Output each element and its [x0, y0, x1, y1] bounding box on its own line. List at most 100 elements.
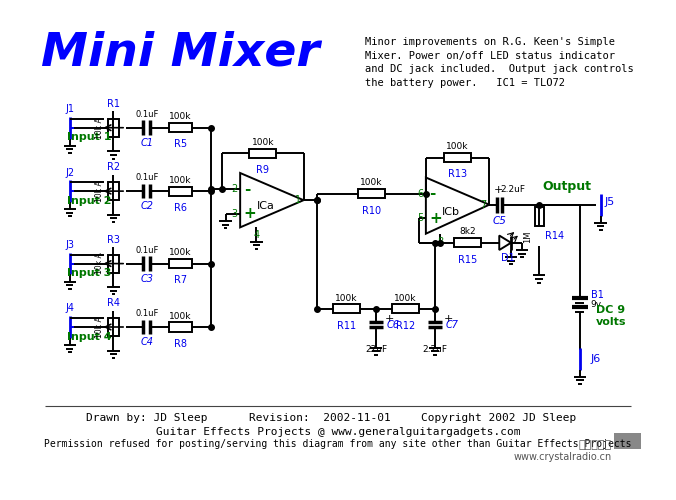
Text: R5: R5 [174, 140, 187, 149]
Text: 1: 1 [295, 195, 301, 205]
Text: J6: J6 [591, 354, 601, 364]
Text: 2: 2 [231, 184, 237, 194]
Text: +: + [444, 314, 454, 324]
Text: R4: R4 [107, 298, 120, 308]
Text: R10: R10 [362, 206, 381, 216]
Text: 100k: 100k [169, 112, 191, 122]
Text: 100k: 100k [394, 294, 416, 302]
Text: R14: R14 [546, 232, 564, 241]
Text: R11: R11 [337, 320, 356, 330]
Text: B1: B1 [591, 290, 604, 300]
Bar [169, 186, 192, 196]
Text: 100k: 100k [360, 178, 383, 188]
Text: +: + [493, 184, 503, 194]
Text: www.crystalradio.cn: www.crystalradio.cn [513, 452, 612, 462]
Text: R3: R3 [107, 234, 120, 244]
Bar [392, 304, 419, 314]
Text: R7: R7 [174, 276, 187, 285]
Text: Revision:  2002-11-01: Revision: 2002-11-01 [249, 413, 391, 423]
Text: R15: R15 [458, 254, 477, 264]
Text: C7: C7 [445, 320, 459, 330]
Bar [108, 182, 119, 200]
Text: C1: C1 [141, 138, 153, 147]
Text: 1M: 1M [523, 230, 532, 242]
Polygon shape [240, 173, 304, 228]
Polygon shape [500, 236, 511, 250]
Text: Input 3: Input 3 [67, 268, 112, 278]
Text: +: + [429, 211, 442, 226]
Text: R12: R12 [396, 320, 415, 330]
Polygon shape [426, 178, 489, 234]
Text: 100k: 100k [169, 176, 191, 185]
Text: ICa: ICa [257, 200, 274, 210]
Text: Drawn by: JD Sleep: Drawn by: JD Sleep [86, 413, 208, 423]
Text: -: - [244, 182, 250, 197]
Bar [614, 433, 642, 450]
Bar [249, 148, 276, 158]
Text: C6: C6 [387, 320, 400, 330]
Text: 0.1uF: 0.1uF [135, 309, 159, 318]
Text: Permission refused for posting/serving this diagram from any site other than Gui: Permission refused for posting/serving t… [44, 440, 632, 450]
Text: +: + [244, 206, 256, 222]
Text: 矿石收音机: 矿石收音机 [579, 440, 612, 450]
Bar [169, 322, 192, 332]
Text: Mixer. Power on/off LED status indicator: Mixer. Power on/off LED status indicator [365, 50, 615, 60]
Text: J1: J1 [66, 104, 74, 114]
Text: C4: C4 [141, 337, 153, 347]
Text: 2.2uF: 2.2uF [422, 345, 448, 354]
Text: C3: C3 [141, 274, 153, 283]
Text: Output: Output [543, 180, 592, 193]
Text: 22uF: 22uF [365, 345, 387, 354]
Text: the battery power.   IC1 = TLO72: the battery power. IC1 = TLO72 [365, 78, 565, 88]
Bar [169, 259, 192, 268]
Text: C2: C2 [141, 201, 153, 211]
Text: Input 4: Input 4 [67, 332, 112, 342]
Text: 5: 5 [417, 214, 423, 224]
Text: 7: 7 [480, 200, 487, 209]
Text: +: + [385, 314, 395, 324]
Text: 10k A: 10k A [95, 117, 104, 138]
Text: J3: J3 [66, 240, 74, 250]
Bar [535, 206, 544, 227]
Text: R2: R2 [107, 162, 120, 172]
Text: 100k: 100k [446, 142, 469, 152]
Text: 2.2uF: 2.2uF [500, 185, 525, 194]
Text: 10k A: 10k A [95, 316, 104, 338]
Bar [108, 318, 119, 336]
Text: 100k: 100k [335, 294, 358, 302]
Text: 100k: 100k [169, 248, 191, 257]
Text: Mini Mixer: Mini Mixer [41, 31, 320, 76]
Bar [454, 238, 481, 248]
Bar [358, 190, 385, 198]
Text: 100k: 100k [251, 138, 274, 146]
Text: 8: 8 [437, 237, 443, 247]
Text: 8k2: 8k2 [459, 228, 476, 236]
Text: 4: 4 [254, 230, 260, 239]
Text: J2: J2 [66, 168, 74, 177]
Bar [108, 118, 119, 137]
Text: 100k: 100k [169, 312, 191, 320]
Text: 0.1uF: 0.1uF [135, 110, 159, 118]
Text: R13: R13 [448, 170, 467, 179]
Bar [333, 304, 360, 314]
Bar [108, 254, 119, 272]
Text: Minor improvements on R.G. Keen's Simple: Minor improvements on R.G. Keen's Simple [365, 37, 615, 47]
Text: -: - [429, 186, 436, 202]
Text: R8: R8 [174, 339, 187, 349]
Bar [169, 123, 192, 132]
Text: 3: 3 [231, 209, 237, 219]
Text: 10k A: 10k A [95, 180, 104, 202]
Text: R6: R6 [174, 203, 187, 213]
Text: and DC jack included.  Output jack controls: and DC jack included. Output jack contro… [365, 64, 634, 74]
Text: C5: C5 [492, 216, 506, 226]
Text: J4: J4 [66, 304, 74, 314]
Text: DC 9
volts: DC 9 volts [596, 306, 627, 327]
Text: J5: J5 [604, 197, 614, 207]
Bar [444, 153, 471, 162]
Text: 0.1uF: 0.1uF [135, 173, 159, 182]
Text: R9: R9 [256, 165, 269, 175]
Text: Input 2: Input 2 [67, 196, 112, 205]
Text: 9v: 9v [591, 300, 602, 309]
Text: R1: R1 [107, 98, 120, 108]
Text: 10k A: 10k A [95, 252, 104, 274]
